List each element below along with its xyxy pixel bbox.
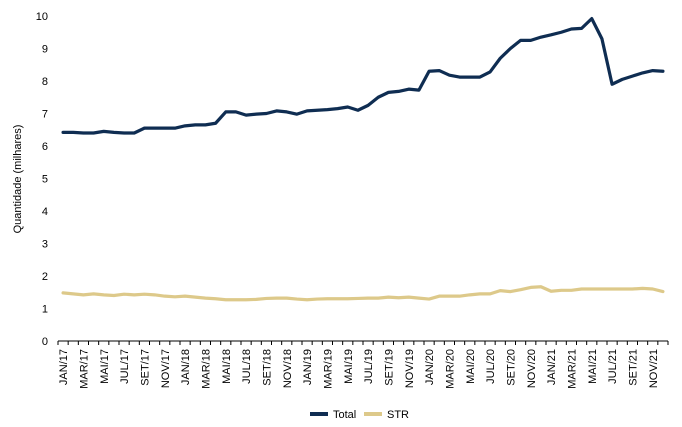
x-tick-label: SET/18: [261, 349, 273, 386]
y-tick-label: 8: [42, 76, 48, 88]
y-tick-label: 10: [36, 11, 48, 23]
x-tick-label: MAI/19: [343, 349, 355, 384]
x-tick-label: JAN/18: [180, 349, 192, 385]
x-tick-label: NOV/18: [282, 349, 294, 388]
y-tick-label: 0: [42, 336, 48, 348]
y-tick-label: 6: [42, 141, 48, 153]
y-tick-label: 7: [42, 109, 48, 121]
x-tick-label: NOV/20: [526, 349, 538, 388]
x-tick-label: NOV/19: [404, 349, 416, 388]
x-tick-label: MAI/17: [99, 349, 111, 384]
x-tick-label: MAI/20: [465, 349, 477, 384]
x-tick-label: MAR/18: [200, 349, 212, 389]
x-tick-label: JAN/19: [302, 349, 314, 385]
legend-label-total: Total: [333, 409, 356, 421]
x-tick-label: SET/19: [383, 349, 395, 386]
x-tick-label: MAR/20: [444, 349, 456, 389]
x-tick-label: JUL/18: [241, 349, 253, 384]
y-tick-label: 9: [42, 44, 48, 56]
x-tick-label: JUL/19: [363, 349, 375, 384]
series-line-total: [61, 17, 665, 135]
series-lines: [61, 17, 665, 302]
y-tick-label: 5: [42, 174, 48, 186]
x-tick-label: NOV/17: [160, 349, 172, 388]
x-tick-labels: JAN/17 MAR/17 MAI/17 JUL/17 SET/17 NOV/17 JAN/…: [58, 349, 660, 389]
x-tick-label: MAR/21: [566, 349, 578, 389]
y-tick-label: 4: [42, 206, 48, 218]
x-tick-label: SET/17: [139, 349, 151, 386]
y-tick-label: 3: [42, 239, 48, 251]
x-tick-label: JAN/21: [546, 349, 558, 385]
legend: Total STR: [310, 409, 409, 421]
legend-label-str: STR: [387, 409, 409, 421]
series-line-str: [61, 285, 665, 302]
x-tick-label: MAI/21: [587, 349, 599, 384]
y-tick-label: 1: [42, 304, 48, 316]
x-tick-label: JAN/17: [58, 349, 70, 385]
x-tick-label: JUL/20: [485, 349, 497, 384]
x-tick-label: NOV/21: [648, 349, 660, 388]
x-tick-label: MAR/17: [78, 349, 90, 389]
x-tick-label: SET/20: [505, 349, 517, 386]
x-tick-label: JUL/21: [607, 349, 619, 384]
y-tick-label: 2: [42, 271, 48, 283]
x-tick-label: SET/21: [627, 349, 639, 386]
x-tick-label: JUL/17: [119, 349, 131, 384]
x-tick-label: JAN/20: [424, 349, 436, 385]
y-axis-label: Quantidade (milhares): [12, 125, 24, 234]
y-tick-labels: 0 1 2 3 4 5 6 7 8 9 10: [36, 11, 48, 348]
x-tick-label: MAI/18: [221, 349, 233, 384]
axes: [57, 340, 669, 345]
x-tick-label: MAR/19: [322, 349, 334, 389]
